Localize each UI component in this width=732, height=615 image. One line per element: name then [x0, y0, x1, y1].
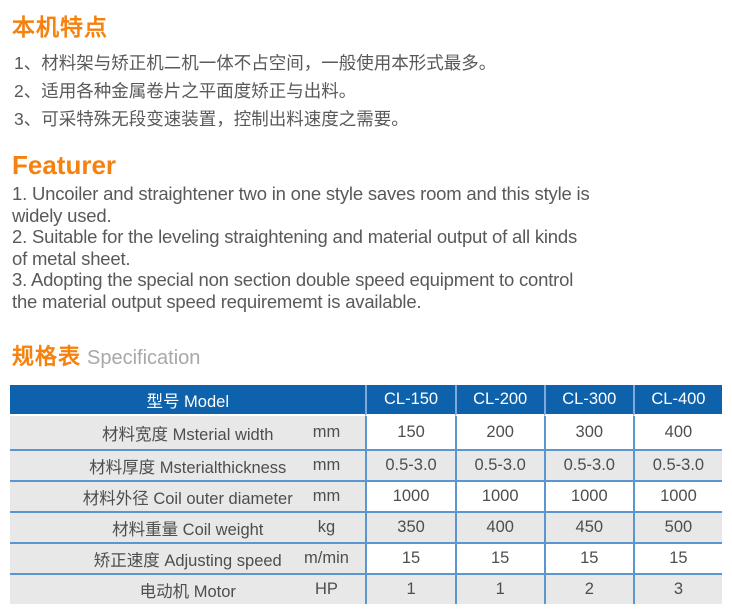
features-en-title: Featurer: [12, 150, 117, 180]
row-value-cell: 400: [454, 511, 544, 542]
features-zh-list: 1、材料架与矫正机二机一体不占空间，一般使用本形式最多。 2、适用各种金属卷片之…: [14, 49, 732, 133]
row-label-cell: 电动机 Motor HP: [10, 573, 366, 604]
row-label-cell: 材料外径 Coil outer diameter mm: [10, 480, 366, 511]
row-value-cell: 15: [632, 542, 722, 573]
row-unit: mm: [312, 456, 341, 474]
row-unit: mm: [312, 423, 341, 441]
row-value-cell: 2: [543, 573, 633, 604]
table-row: 材料厚度 Msterialthickness mm 0.5-3.0 0.5-3.0 0.…: [10, 449, 722, 480]
row-value-cell: 1: [365, 573, 455, 604]
table-header-model: 型号 Model: [10, 385, 366, 416]
row-value-cell: 0.5-3.0: [632, 449, 722, 480]
row-value-cell: 0.5-3.0: [365, 449, 455, 480]
row-unit: mm: [312, 487, 341, 505]
row-label: 电动机 Motor: [139, 582, 236, 601]
spec-table-header-row: 型号 Model CL-150 CL-200 CL-300 CL-400: [10, 385, 722, 416]
row-value-cell: 350: [365, 511, 455, 542]
row-label-cell: 矫正速度 Adjusting speed m/min: [10, 542, 366, 573]
features-en-line: widely used.: [12, 204, 112, 226]
row-unit: m/min: [304, 549, 349, 567]
row-value-cell: 0.5-3.0: [543, 449, 633, 480]
row-value-cell: 1000: [543, 480, 633, 511]
row-value-cell: 400: [632, 416, 722, 449]
features-zh-item: 2、适用各种金属卷片之平面度矫正与出料。: [14, 81, 357, 101]
row-value-cell: 450: [543, 511, 633, 542]
spec-heading-zh: 规格表: [12, 344, 82, 369]
features-en-line: 1. Uncoiler and straightener two in one …: [12, 183, 590, 204]
row-label-cell: 材料重量 Coil weight kg: [10, 511, 366, 542]
row-value-cell: 15: [454, 542, 544, 573]
row-value-cell: 3: [632, 573, 722, 604]
table-row: 矫正速度 Adjusting speed m/min 15 15 15 15: [10, 542, 722, 573]
row-value-cell: 1000: [365, 480, 455, 511]
row-unit: kg: [317, 518, 336, 536]
row-value-cell: 1000: [454, 480, 544, 511]
table-header-col: CL-200: [454, 385, 544, 416]
row-value-cell: 200: [454, 416, 544, 449]
row-value-cell: 500: [632, 511, 722, 542]
row-label: 材料厚度 Msterialthickness: [89, 458, 287, 477]
row-value-cell: 15: [543, 542, 633, 573]
row-label: 矫正速度 Adjusting speed: [93, 551, 282, 570]
row-value-cell: 1000: [632, 480, 722, 511]
row-label: 材料重量 Coil weight: [112, 520, 264, 539]
features-zh-title: 本机特点: [12, 14, 108, 40]
table-header-col: CL-300: [543, 385, 633, 416]
features-zh-item: 1、材料架与矫正机二机一体不占空间，一般使用本形式最多。: [14, 53, 497, 73]
table-row: 电动机 Motor HP 1 1 2 3: [10, 573, 722, 604]
row-value-cell: 300: [543, 416, 633, 449]
table-row: 材料重量 Coil weight kg 350 400 450 500: [10, 511, 722, 542]
table-header-col: CL-400: [632, 385, 722, 416]
row-value-cell: 15: [365, 542, 455, 573]
spec-heading: 规格表 Specification: [12, 339, 732, 371]
table-header-col: CL-150: [365, 385, 455, 416]
row-value-cell: 150: [365, 416, 455, 449]
features-en-list: 1. Uncoiler and straightener two in one …: [12, 183, 732, 312]
spec-heading-en: Specification: [87, 347, 201, 369]
spec-table-body: 材料宽度 Msterial width mm 150 200 300 400 材料厚度 Ms…: [10, 416, 722, 604]
features-en-line: 3. Adopting the special non section doub…: [12, 269, 574, 290]
row-value-cell: 0.5-3.0: [454, 449, 544, 480]
row-value-cell: 1: [454, 573, 544, 604]
table-row: 材料宽度 Msterial width mm 150 200 300 400: [10, 416, 722, 449]
row-unit: HP: [315, 580, 338, 598]
table-row: 材料外径 Coil outer diameter mm 1000 1000 1000 10…: [10, 480, 722, 511]
features-en-line: of metal sheet.: [12, 247, 131, 269]
spec-table: 型号 Model CL-150 CL-200 CL-300 CL-400 材料宽度 M…: [10, 385, 722, 604]
row-label-cell: 材料厚度 Msterialthickness mm: [10, 449, 366, 480]
row-label: 材料宽度 Msterial width: [102, 425, 274, 444]
features-en-line: the material output speed requirememt is…: [12, 290, 422, 312]
features-en-line: 2. Suitable for the leveling straighteni…: [12, 226, 578, 247]
features-zh-item: 3、可采特殊无段变速装置，控制出料速度之需要。: [14, 109, 409, 129]
row-label-cell: 材料宽度 Msterial width mm: [10, 416, 366, 449]
row-label: 材料外径 Coil outer diameter: [82, 489, 293, 508]
